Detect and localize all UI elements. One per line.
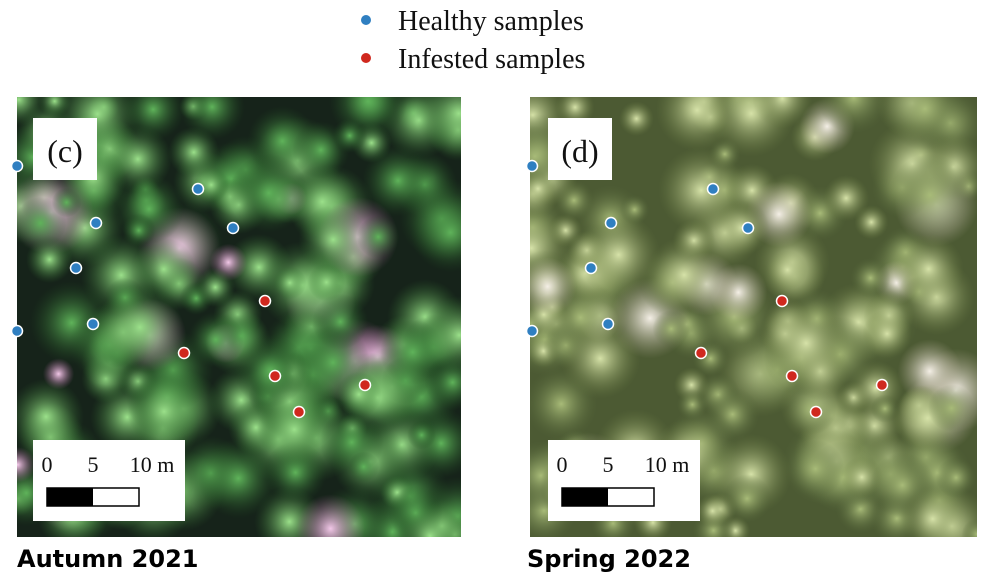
- tree-crown: [397, 503, 463, 569]
- healthy-sample: [193, 184, 204, 195]
- healthy-sample: [527, 161, 538, 172]
- tree-crown: [407, 421, 436, 450]
- healthy-sample: [603, 319, 614, 330]
- panel-label: (c): [47, 133, 83, 169]
- infested-sample: [179, 348, 190, 359]
- tree-crown: [646, 237, 722, 313]
- scale-bar-fill: [47, 488, 93, 506]
- healthy-sample: [527, 326, 538, 337]
- tree-crown: [560, 319, 640, 399]
- healthy-sample: [88, 319, 99, 330]
- tree-crown: [936, 457, 977, 498]
- scale-label: 10 m: [645, 452, 690, 477]
- tree-crown: [619, 101, 654, 136]
- tree-crown: [752, 68, 812, 128]
- infested-sample: [270, 371, 281, 382]
- tree-crown: [179, 74, 245, 140]
- tree-crown: [723, 474, 771, 522]
- infested-sample: [360, 380, 371, 391]
- tree-crown: [348, 451, 379, 482]
- tree-crown: [871, 395, 899, 423]
- scale-label: 0: [557, 452, 568, 477]
- legend-marker: [361, 15, 371, 25]
- scale-label: 10 m: [130, 452, 175, 477]
- tree-crown: [787, 440, 845, 498]
- infested-sample: [260, 296, 271, 307]
- tree-crown: [96, 284, 183, 371]
- tree-crown: [883, 67, 967, 151]
- tree-crown: [0, 447, 35, 483]
- healthy-sample: [743, 223, 754, 234]
- panel-caption: Spring 2022: [527, 545, 691, 573]
- infested-sample: [787, 371, 798, 382]
- healthy-sample: [708, 184, 719, 195]
- healthy-sample: [228, 223, 239, 234]
- scale-label: 0: [42, 452, 53, 477]
- tree-crown: [962, 519, 991, 550]
- tree-crown: [768, 250, 807, 289]
- scale-label: 5: [603, 452, 614, 477]
- tree-crown: [889, 154, 971, 236]
- healthy-sample: [586, 263, 597, 274]
- tree-crown: [692, 340, 729, 377]
- tree-crown: [257, 393, 331, 467]
- healthy-sample: [91, 218, 102, 229]
- tree-crown: [416, 70, 502, 156]
- tree-crown: [128, 375, 201, 448]
- tree-crown: [928, 384, 975, 431]
- tree-crown: [893, 234, 963, 304]
- infested-sample: [777, 296, 788, 307]
- legend-label: Healthy samples: [398, 6, 584, 37]
- tree-crown: [420, 296, 498, 374]
- panel-caption: Autumn 2021: [17, 545, 198, 573]
- healthy-sample: [12, 326, 23, 337]
- tree-crown: [817, 61, 890, 134]
- legend: Healthy samples Infested samples: [361, 6, 585, 75]
- tree-crown: [620, 195, 650, 225]
- infested-sample: [294, 407, 305, 418]
- scale-label: 5: [88, 452, 99, 477]
- tree-crown: [296, 494, 365, 563]
- figure: Healthy samples Infested samples (c) 0 5 10…: [0, 0, 991, 576]
- tree-crown: [188, 312, 244, 368]
- panel-label: (d): [561, 133, 598, 169]
- tree-crown: [519, 258, 577, 316]
- tree-crown: [411, 193, 491, 273]
- legend-label: Infested samples: [398, 44, 585, 75]
- healthy-sample: [606, 218, 617, 229]
- tree-crown: [823, 175, 869, 221]
- tree-crown: [332, 118, 367, 153]
- tree-crown: [298, 205, 367, 274]
- tree-crown: [122, 214, 156, 248]
- tree-crown: [308, 263, 346, 301]
- healthy-sample: [71, 263, 82, 274]
- infested-sample: [696, 348, 707, 359]
- tree-crown: [229, 154, 308, 233]
- healthy-sample: [12, 161, 23, 172]
- infested-sample: [811, 407, 822, 418]
- tree-crown: [850, 258, 890, 298]
- tree-crown: [763, 300, 850, 387]
- scale-bar-fill: [562, 488, 608, 506]
- tree-crown: [195, 267, 235, 307]
- tree-crown: [336, 372, 381, 417]
- infested-sample: [877, 380, 888, 391]
- tree-crown: [273, 266, 306, 299]
- legend-marker: [361, 53, 371, 63]
